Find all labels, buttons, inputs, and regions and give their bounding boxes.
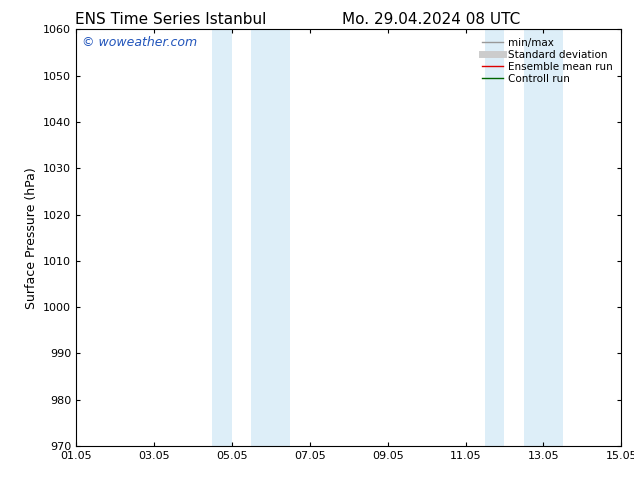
- Text: Mo. 29.04.2024 08 UTC: Mo. 29.04.2024 08 UTC: [342, 12, 521, 27]
- Y-axis label: Surface Pressure (hPa): Surface Pressure (hPa): [25, 167, 37, 309]
- Text: ENS Time Series Istanbul: ENS Time Series Istanbul: [75, 12, 267, 27]
- Bar: [251, 29, 290, 446]
- Bar: [212, 29, 232, 446]
- Bar: [524, 29, 563, 446]
- Text: © woweather.com: © woweather.com: [82, 36, 197, 49]
- Legend: min/max, Standard deviation, Ensemble mean run, Controll run: min/max, Standard deviation, Ensemble me…: [479, 35, 616, 87]
- Bar: [485, 29, 505, 446]
